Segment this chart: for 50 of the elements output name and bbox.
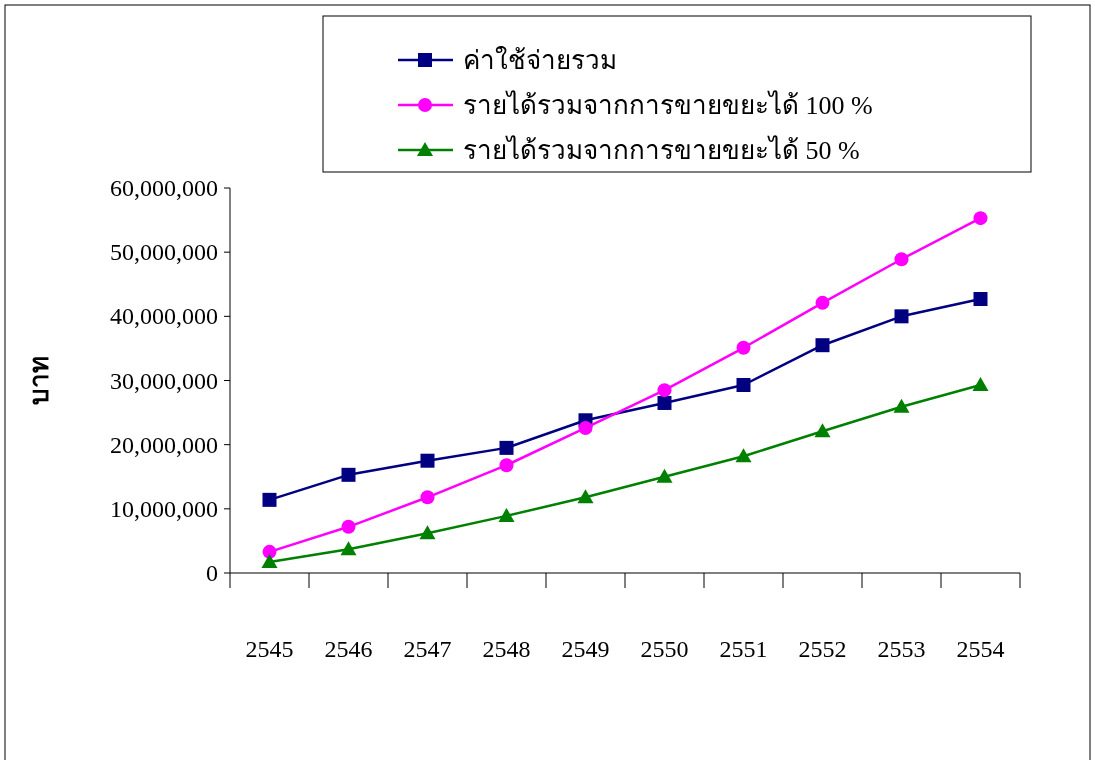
y-tick-label: 10,000,000 [110, 495, 218, 522]
x-tick-label: 2551 [719, 636, 768, 662]
point [656, 468, 673, 483]
x-tick-label: 2554 [956, 636, 1005, 662]
point [262, 492, 277, 507]
y-tick-label: 30,000,000 [110, 367, 218, 394]
point [815, 338, 830, 353]
y-axis-title: บาท [25, 356, 54, 405]
legend-label: รายได้รวมจากการขายขยะได้ 50 % [463, 134, 860, 165]
point [973, 292, 988, 307]
legend-label: รายได้รวมจากการขายขยะได้ 100 % [463, 89, 873, 120]
x-tick-label: 2545 [245, 636, 294, 662]
point [420, 453, 435, 468]
x-tick-label: 2553 [877, 636, 926, 662]
y-tick-label: 40,000,000 [110, 303, 218, 330]
point [341, 519, 356, 534]
point [499, 440, 514, 455]
point [736, 340, 751, 355]
x-tick-label: 2550 [640, 636, 689, 662]
y-tick-label: 60,000,000 [110, 175, 218, 201]
point [893, 398, 910, 413]
y-tick-label: 20,000,000 [110, 431, 218, 458]
y-tick-label: 50,000,000 [110, 239, 218, 266]
x-tick-label: 2552 [798, 636, 847, 662]
y-tick-label: 0 [206, 560, 218, 586]
point [972, 376, 989, 391]
x-tick-label: 2549 [561, 636, 610, 662]
point [736, 377, 751, 392]
x-tick-label: 2546 [324, 636, 373, 662]
point [578, 420, 593, 435]
point [261, 554, 278, 569]
point [814, 423, 831, 438]
point [815, 295, 830, 310]
point [735, 448, 752, 463]
x-tick-label: 2548 [482, 636, 531, 662]
point [499, 458, 514, 473]
point [340, 541, 357, 556]
point [498, 507, 515, 522]
x-tick-label: 2547 [403, 636, 452, 662]
point [894, 309, 909, 324]
point [420, 490, 435, 505]
point [894, 252, 909, 267]
point [341, 467, 356, 482]
legend-label: ค่าใช้จ่ายรวม [463, 45, 617, 75]
point [657, 395, 672, 410]
point [973, 211, 988, 226]
point [577, 489, 594, 504]
point [657, 383, 672, 398]
point [262, 544, 277, 559]
point [419, 525, 436, 540]
